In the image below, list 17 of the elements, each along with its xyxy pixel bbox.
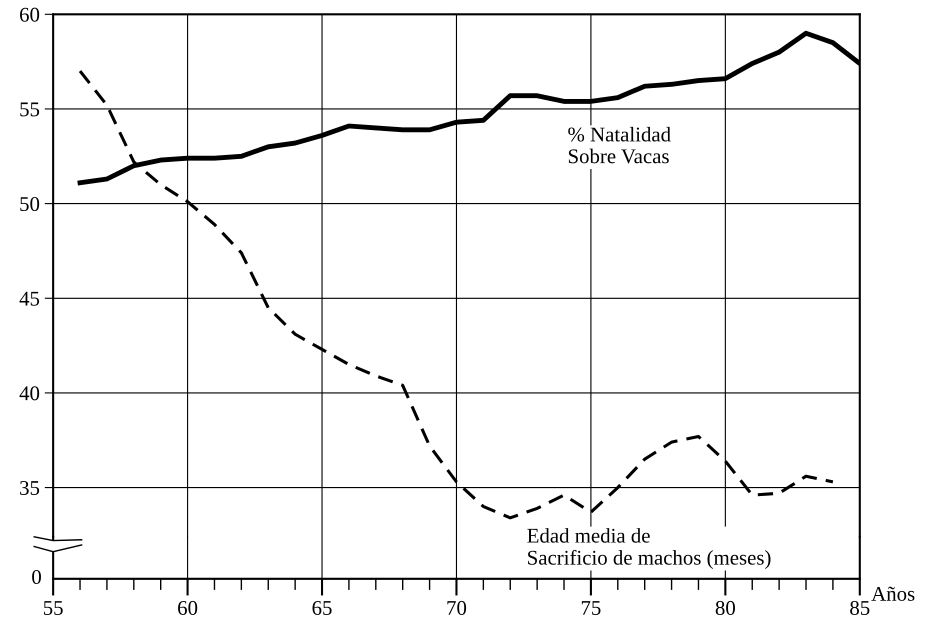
x-axis-title: Años	[871, 586, 914, 601]
x-tick-label: 80	[716, 600, 735, 615]
series-label: % Natalidad Sobre Vacas	[568, 126, 671, 164]
text: 0	[32, 570, 41, 584]
y-tick-label: 40	[20, 386, 40, 400]
x-tick-label: 70	[447, 600, 466, 615]
x-tick-label: 75	[582, 601, 601, 615]
y-tick-label: 60	[20, 8, 40, 22]
x-tick-label: 55	[44, 601, 63, 615]
x-tick-label: 65	[312, 600, 332, 615]
y-tick-label: 55	[20, 102, 40, 116]
x-tick-label: 85	[850, 600, 870, 615]
x-tick-label: 60	[178, 600, 198, 615]
series-label: Edad media de Sacrificio de machos (meses)	[527, 528, 770, 570]
y-tick-label: 35	[20, 481, 40, 495]
y-tick-label: 50	[20, 196, 40, 212]
y-tick-label: 45	[20, 292, 40, 306]
